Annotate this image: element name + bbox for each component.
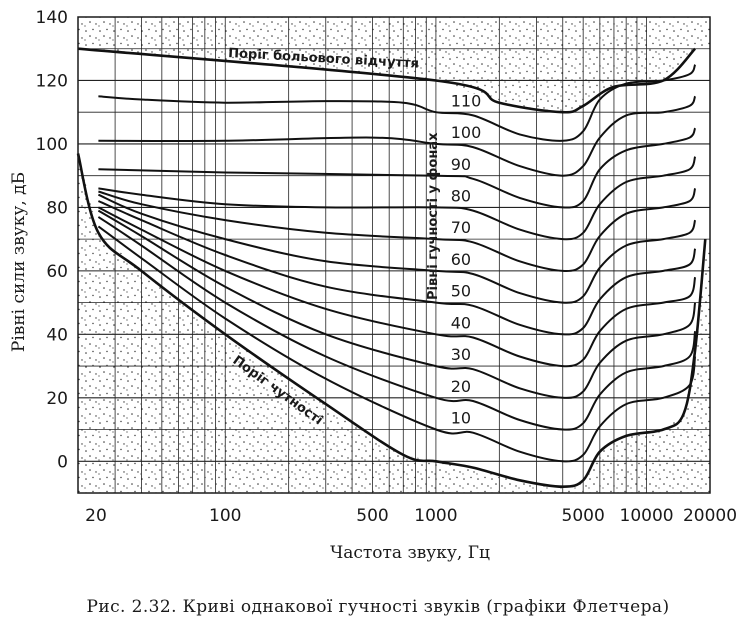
x-tick-label: 20 [85,506,107,526]
loudness-axis-label: Рівні гучності у фонах [426,132,441,300]
curve-label-30: 30 [451,345,471,364]
y-tick-label: 100 [36,135,68,155]
y-axis-title: Рівні сили звуку, дБ [9,172,29,352]
curve-label-60: 60 [451,250,471,269]
y-tick-label: 80 [46,198,68,218]
curve-80-phon [98,156,697,241]
curve-label-40: 40 [451,313,471,332]
x-axis-title: Частота звуку, Гц [330,543,490,563]
y-tick-label: 60 [46,262,68,282]
curve-label-20: 20 [451,377,471,396]
curve-pain-threshold [77,47,697,114]
curve-40-phon [97,206,697,368]
x-tick-label: 1000 [414,506,457,526]
y-tick-label: 40 [46,325,68,345]
curve-50-phon [98,200,697,336]
curve-label-110: 110 [451,91,482,110]
curve-labels: 110 100 90 80 70 60 50 40 30 20 10 [451,91,482,427]
y-tick-label: 0 [57,452,68,472]
y-axis-ticks: 0 20 40 60 80 100 120 140 [36,8,68,472]
curve-20-phon [97,216,697,431]
x-tick-label: 10000 [620,506,674,526]
curve-30-phon [97,209,697,399]
curve-10-phon [97,225,697,463]
stipple-below-hearing [78,153,710,493]
figure-caption: Рис. 2.32. Криві однакової гучності звук… [87,597,670,617]
x-tick-label: 100 [209,506,241,526]
curves-group [76,47,707,488]
curve-label-100: 100 [451,123,482,142]
x-tick-label: 5000 [562,506,605,526]
curve-70-phon [98,188,697,273]
curve-90-phon [98,127,697,209]
x-tick-label: 500 [356,506,388,526]
y-tick-label: 120 [36,71,68,91]
plot-area [76,16,711,494]
curve-label-10: 10 [451,409,471,428]
x-tick-label: 20000 [683,506,737,526]
curve-100-phon [98,95,697,177]
curve-label-80: 80 [451,186,471,205]
curve-110-phon [98,64,697,142]
stipple-above-pain [78,17,710,113]
curve-label-90: 90 [451,155,471,174]
curve-label-50: 50 [451,282,471,301]
curve-label-70: 70 [451,218,471,237]
plot-frame [77,16,711,494]
x-axis-ticks: 20 100 500 1000 5000 10000 20000 [85,506,737,526]
y-tick-label: 140 [36,8,68,28]
curve-hearing-threshold [76,153,707,488]
curve-60-phon [97,193,697,304]
stippled-regions [78,17,710,493]
y-tick-label: 20 [46,389,68,409]
